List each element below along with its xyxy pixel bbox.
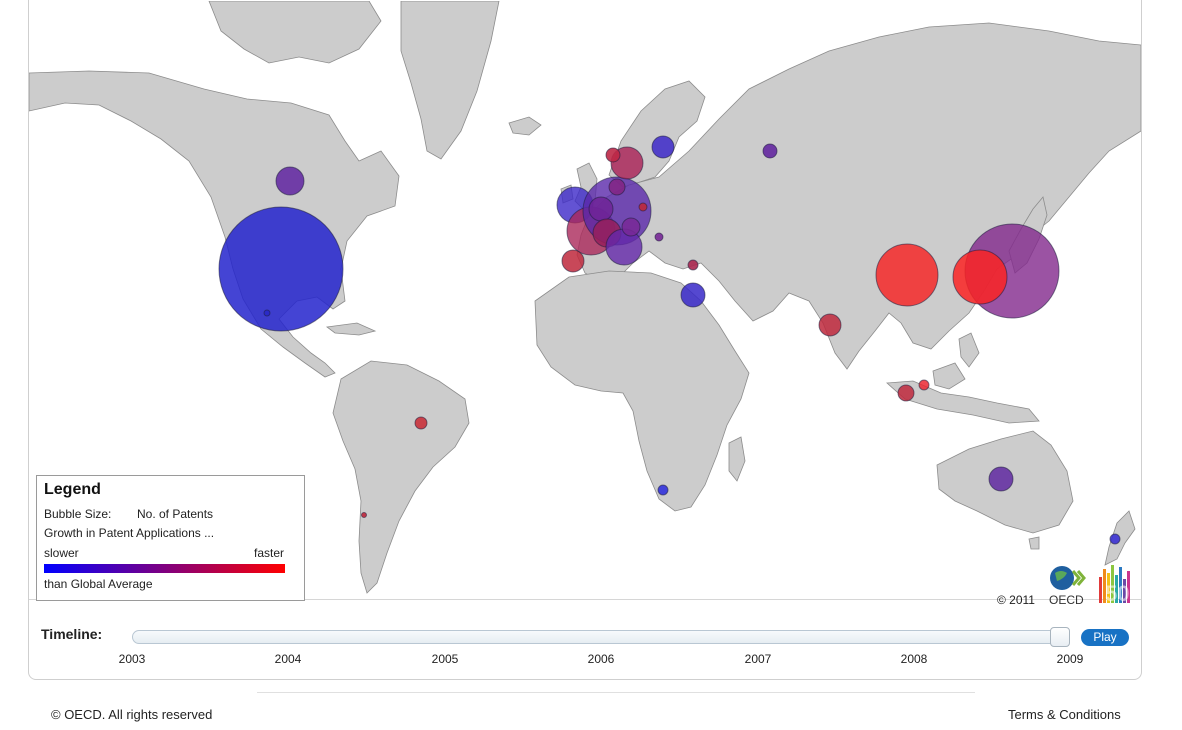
- terms-link[interactable]: Terms & Conditions: [1008, 707, 1121, 722]
- land-tasmania: [1028, 536, 1040, 550]
- timeline-label: Timeline:: [41, 626, 103, 642]
- legend-panel: Legend Bubble Size: No. of Patents Growt…: [36, 475, 305, 601]
- legend-slower-label: slower: [44, 546, 79, 560]
- bubble-norway[interactable]: [605, 147, 621, 163]
- bubble-spain[interactable]: [561, 249, 585, 273]
- oecd-50-text: 50: [1105, 581, 1129, 606]
- play-button[interactable]: Play: [1081, 629, 1129, 646]
- land-borneo: [932, 362, 966, 390]
- patent-bubbles: [218, 135, 1121, 545]
- legend-color-title: Growth in Patent Applications ...: [44, 526, 215, 540]
- footer-copyright: © OECD. All rights reserved: [51, 707, 213, 722]
- land-iceland: [508, 116, 542, 136]
- map-copyright: © 2011: [997, 593, 1035, 607]
- land-arctic-islands: [208, 1, 382, 64]
- bubble-russia[interactable]: [762, 143, 778, 159]
- bubble-chile[interactable]: [361, 512, 367, 518]
- legend-bubble-size-value: No. of Patents: [137, 507, 214, 521]
- bubble-israel[interactable]: [680, 282, 706, 308]
- land-south-america: [332, 360, 470, 594]
- land-indonesia: [886, 380, 1040, 424]
- bubble-denmark[interactable]: [608, 178, 626, 196]
- legend-bubble-size-label: Bubble Size:: [44, 507, 112, 521]
- legend-footer-text: than Global Average: [44, 577, 153, 591]
- bubble-netherlands[interactable]: [588, 196, 614, 222]
- bubble-poland[interactable]: [638, 202, 648, 212]
- timeline-slider-track[interactable]: [132, 630, 1062, 644]
- land-greenland: [400, 1, 500, 160]
- bubble-canada[interactable]: [275, 166, 305, 196]
- timeline-year-tick: 2004: [274, 652, 302, 666]
- timeline-year-tick: 2003: [118, 652, 146, 666]
- bubble-malaysia[interactable]: [918, 379, 930, 391]
- bubble-new-zealand[interactable]: [1109, 533, 1121, 545]
- map-canvas[interactable]: [29, 1, 1141, 599]
- timeline-year-tick: 2008: [900, 652, 928, 666]
- land-africa: [534, 270, 750, 512]
- bubble-united-states[interactable]: [218, 206, 344, 332]
- oecd-logo-text: OECD: [1049, 593, 1084, 607]
- oecd-logo: OECD 50: [1049, 565, 1130, 607]
- timeline-slider-handle[interactable]: [1050, 627, 1070, 647]
- legend-title: Legend: [44, 481, 101, 498]
- bubble-south-africa[interactable]: [657, 484, 669, 496]
- bubble-mexico[interactable]: [263, 309, 271, 317]
- land-cuba: [325, 322, 377, 336]
- bubble-brazil[interactable]: [414, 416, 428, 430]
- timeline-year-tick: 2009: [1056, 652, 1084, 666]
- timeline-year-tick: 2005: [431, 652, 459, 666]
- bubble-austria[interactable]: [621, 217, 641, 237]
- bubble-korea[interactable]: [952, 249, 1008, 305]
- land-madagascar: [728, 436, 746, 482]
- bubble-australia[interactable]: [988, 466, 1014, 492]
- legend-color-gradient: [44, 564, 285, 573]
- bubble-singapore[interactable]: [897, 384, 915, 402]
- footer-divider: [257, 692, 975, 693]
- world-map[interactable]: Legend Bubble Size: No. of Patents Growt…: [29, 1, 1141, 607]
- bubble-china[interactable]: [875, 243, 939, 307]
- bubble-finland[interactable]: [651, 135, 675, 159]
- timeline-year-tick: 2006: [587, 652, 615, 666]
- land-eurasia: [576, 22, 1141, 370]
- legend-faster-label: faster: [253, 546, 284, 560]
- land-philippines: [958, 332, 980, 368]
- bubble-india[interactable]: [818, 313, 842, 337]
- timeline-year-tick: 2007: [744, 652, 772, 666]
- bubble-greece[interactable]: [687, 259, 699, 271]
- app-frame: Legend Bubble Size: No. of Patents Growt…: [28, 0, 1142, 680]
- bubble-hungary[interactable]: [654, 232, 664, 242]
